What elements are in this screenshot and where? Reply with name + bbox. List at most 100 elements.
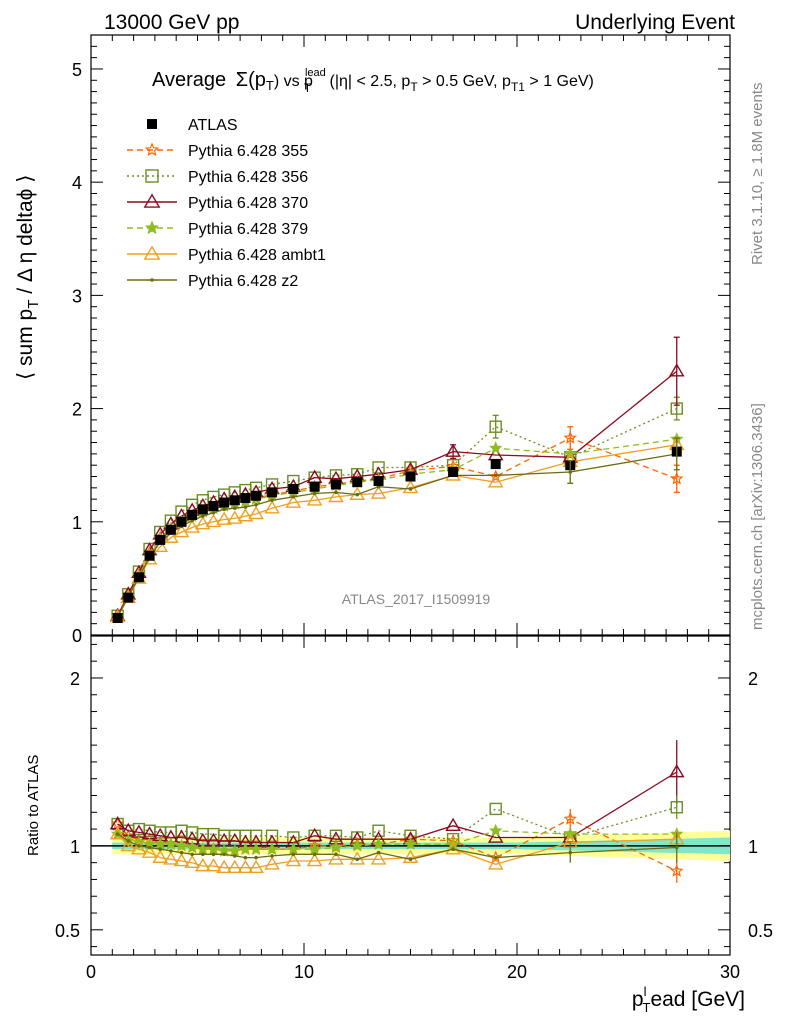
- marker-square-filled: [288, 483, 299, 494]
- legend-label: Pythia 6.428 379: [188, 221, 308, 238]
- x-tick-label: 10: [294, 962, 314, 982]
- marker-triangle: [248, 505, 264, 520]
- marker-triangle: [445, 841, 461, 855]
- rivet-version-text: Rivet 3.1.10, ≥ 1.8M events: [749, 83, 766, 266]
- header-right: Underlying Event: [575, 11, 735, 34]
- marker-triangle: [487, 829, 504, 843]
- marker-square-filled: [155, 534, 166, 545]
- header-left: 13000 GeV pp: [104, 11, 239, 34]
- marker-triangle: [131, 841, 147, 855]
- marker-triangle: [306, 852, 323, 867]
- marker-dot: [222, 507, 226, 512]
- series-line-s370: [117, 370, 678, 617]
- marker-star: [265, 842, 279, 855]
- marker-dot: [232, 506, 237, 511]
- x-tick-label: 20: [507, 962, 527, 982]
- marker-triangle: [237, 859, 254, 874]
- marker-dot: [408, 487, 413, 491]
- title-sub: T1: [511, 80, 525, 94]
- marker-triangle: [195, 858, 211, 872]
- title-part: Σ(p: [236, 69, 266, 91]
- marker-star: [185, 840, 199, 854]
- marker-star: [489, 823, 503, 837]
- y-tick-label: 4: [72, 173, 82, 193]
- y-tick-label: 3: [72, 286, 82, 306]
- marker-triangle: [370, 485, 387, 499]
- marker-star: [489, 441, 503, 454]
- ratio-y-tick-label: 0.5: [55, 921, 80, 941]
- marker-dot: [169, 849, 173, 853]
- marker-dot: [243, 505, 248, 509]
- title-part: > 0.5 GeV, p: [418, 73, 511, 90]
- y-tick-label: 0: [72, 626, 82, 646]
- title-part: (|η| < 2.5, p: [325, 73, 410, 90]
- marker-dot: [232, 854, 237, 858]
- marker-dot: [254, 855, 258, 860]
- marker-triangle: [143, 245, 161, 260]
- marker-dot: [201, 514, 205, 518]
- marker-dot: [493, 473, 498, 478]
- marker-triangle: [248, 859, 264, 874]
- marker-square-filled: [147, 119, 157, 129]
- marker-dot: [126, 839, 131, 843]
- marker-square-open: [145, 169, 159, 183]
- marker-star: [196, 842, 210, 855]
- marker-dot: [158, 847, 163, 852]
- legend: ATLAS Pythia 6.428 355 Pythia 6.428 356 Pyt…: [127, 117, 326, 290]
- legend-label: Pythia 6.428 ambt1: [188, 247, 326, 264]
- marker-triangle: [370, 851, 387, 865]
- y-axis-label-ratio: Ratio to ATLAS: [25, 755, 42, 856]
- marker-square-filled: [112, 613, 123, 624]
- marker-triangle: [328, 488, 344, 503]
- series-line-s355: [117, 437, 678, 617]
- marker-square-filled: [373, 476, 384, 487]
- marker-star: [350, 838, 365, 852]
- marker-star: [329, 840, 343, 854]
- legend-label: Pythia 6.428 356: [188, 169, 308, 186]
- marker-dot: [137, 844, 141, 848]
- marker-dot: [376, 850, 381, 855]
- title-sup: lead: [305, 67, 326, 79]
- legend-label: Pythia 6.428 370: [188, 195, 308, 212]
- ratio-y-tick-label-right: 2: [748, 669, 758, 689]
- marker-dot: [493, 855, 498, 860]
- ratio-y-tick-label: 2: [70, 669, 80, 689]
- marker-square-filled: [330, 479, 341, 490]
- ratio-plot-frame: [90, 635, 731, 956]
- main-plot-frame: [90, 34, 731, 636]
- legend-label: Pythia 6.428 355: [188, 143, 308, 160]
- marker-star: [144, 142, 160, 157]
- y-tick-label: 1: [72, 513, 82, 533]
- marker-square-filled: [187, 510, 198, 520]
- marker-star: [153, 837, 167, 850]
- marker-dot: [179, 850, 184, 855]
- marker-square-filled: [240, 493, 251, 504]
- marker-square-filled: [219, 497, 230, 508]
- marker-dot: [355, 492, 360, 497]
- marker-triangle: [195, 516, 211, 530]
- axis-ticks: 0 10 20 30 0 1 2 3 4 5 0.5 0.5 1 1 2 2: [55, 34, 773, 982]
- marker-triangle: [173, 524, 190, 538]
- marker-square-filled: [309, 481, 320, 492]
- x-tick-label: 0: [86, 962, 96, 982]
- marker-dot: [201, 852, 205, 857]
- ratio-series-group: [109, 740, 685, 883]
- marker-triangle: [184, 854, 200, 868]
- marker-triangle: [306, 492, 323, 506]
- marker-triangle: [402, 849, 419, 863]
- marker-triangle: [141, 844, 158, 858]
- marker-triangle: [285, 494, 302, 508]
- marker-dot: [211, 852, 216, 857]
- x-tick-label: 30: [720, 962, 740, 982]
- marker-dot: [190, 852, 194, 857]
- marker-square-filled: [352, 477, 363, 488]
- marker-triangle: [402, 479, 419, 494]
- marker-triangle: [152, 849, 169, 863]
- marker-square-filled: [229, 495, 240, 506]
- marker-square-filled: [123, 592, 134, 603]
- title-part: Average: [152, 69, 226, 91]
- marker-triangle: [163, 851, 179, 865]
- legend-label: Pythia 6.428 z2: [188, 273, 298, 290]
